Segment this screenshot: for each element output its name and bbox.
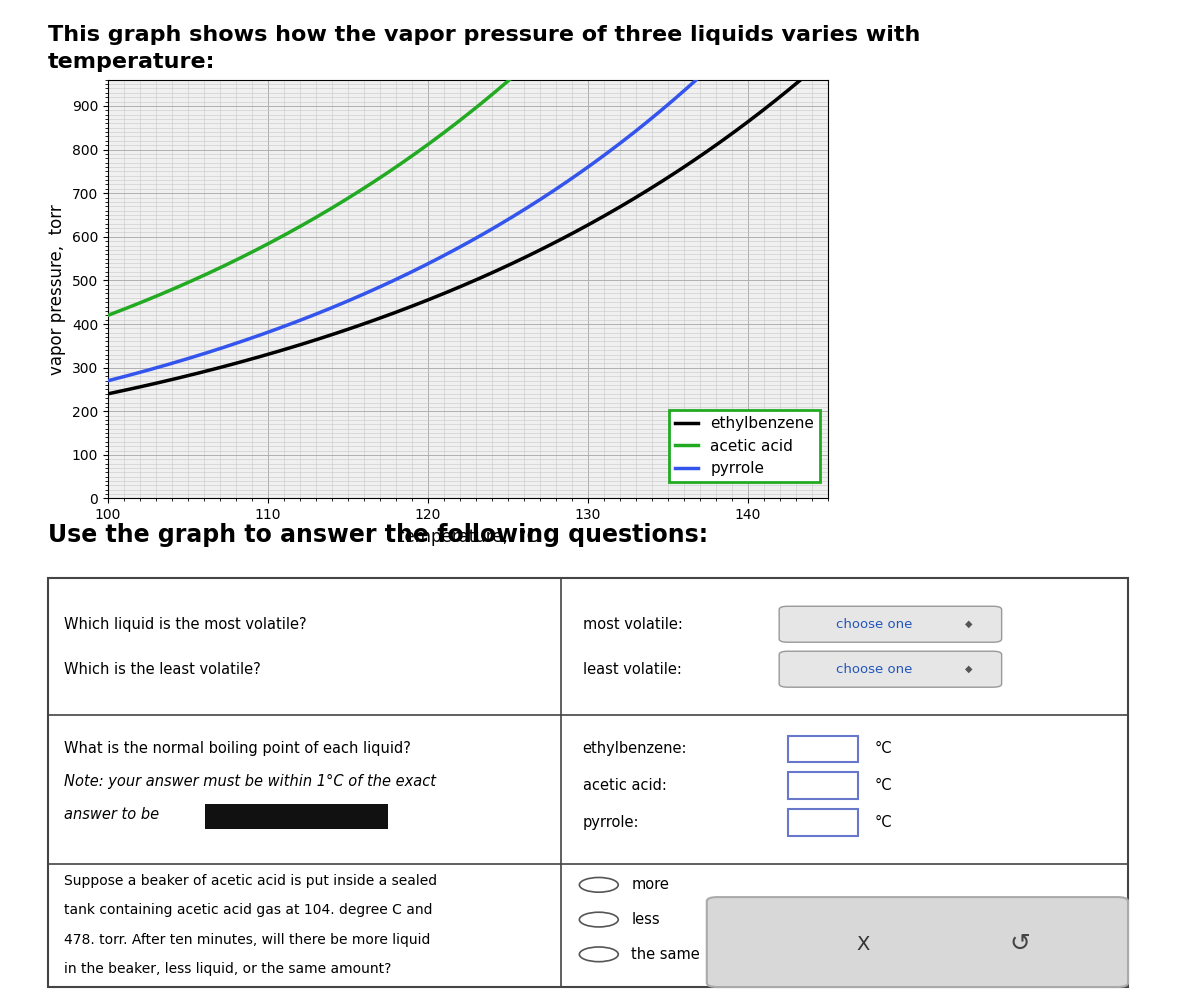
Text: choose one: choose one	[835, 618, 912, 631]
FancyBboxPatch shape	[707, 897, 1128, 987]
Bar	[204, 805, 389, 829]
FancyBboxPatch shape	[779, 606, 1002, 642]
Text: Which is the least volatile?: Which is the least volatile?	[65, 662, 260, 677]
Text: ethylbenzene:: ethylbenzene:	[583, 742, 688, 757]
Text: most volatile:: most volatile:	[583, 617, 683, 632]
Text: °C: °C	[874, 815, 892, 830]
Text: Use the graph to answer the following questions:: Use the graph to answer the following qu…	[48, 523, 708, 547]
Text: Note: your answer must be within 1°C of the exact: Note: your answer must be within 1°C of …	[65, 774, 437, 790]
X-axis label: temperature,  °C: temperature, °C	[398, 527, 538, 545]
Text: Which liquid is the most volatile?: Which liquid is the most volatile?	[65, 617, 307, 632]
Text: temperature:: temperature:	[48, 52, 216, 72]
Bar	[787, 773, 858, 799]
Circle shape	[580, 912, 618, 927]
Bar	[787, 736, 858, 763]
Text: choose one: choose one	[835, 663, 912, 676]
Text: ↺: ↺	[1009, 932, 1031, 956]
Bar	[787, 810, 858, 835]
Circle shape	[580, 947, 618, 962]
Text: °C: °C	[874, 779, 892, 794]
Text: °C: °C	[874, 742, 892, 757]
Y-axis label: vapor pressure,  torr: vapor pressure, torr	[48, 203, 66, 375]
Text: Suppose a beaker of acetic acid is put inside a sealed: Suppose a beaker of acetic acid is put i…	[65, 873, 437, 887]
Text: less: less	[631, 912, 660, 927]
FancyBboxPatch shape	[779, 651, 1002, 687]
Text: the same: the same	[631, 947, 700, 962]
Text: tank containing acetic acid gas at 104. degree C and: tank containing acetic acid gas at 104. …	[65, 903, 433, 917]
Text: ◆: ◆	[965, 619, 972, 629]
Text: ◆: ◆	[965, 664, 972, 674]
Text: pyrrole:: pyrrole:	[583, 815, 640, 830]
Text: least volatile:: least volatile:	[583, 662, 682, 677]
Text: more: more	[631, 877, 670, 892]
Legend: ethylbenzene, acetic acid, pyrrole: ethylbenzene, acetic acid, pyrrole	[670, 410, 821, 483]
Text: in the beaker, less liquid, or the same amount?: in the beaker, less liquid, or the same …	[65, 962, 391, 976]
Circle shape	[580, 877, 618, 892]
Text: 478. torr. After ten minutes, will there be more liquid: 478. torr. After ten minutes, will there…	[65, 932, 431, 946]
Text: What is the normal boiling point of each liquid?: What is the normal boiling point of each…	[65, 742, 412, 757]
Text: answer to be: answer to be	[65, 807, 160, 822]
Text: X: X	[857, 934, 870, 953]
Text: This graph shows how the vapor pressure of three liquids varies with: This graph shows how the vapor pressure …	[48, 25, 920, 45]
Text: acetic acid:: acetic acid:	[583, 779, 666, 794]
